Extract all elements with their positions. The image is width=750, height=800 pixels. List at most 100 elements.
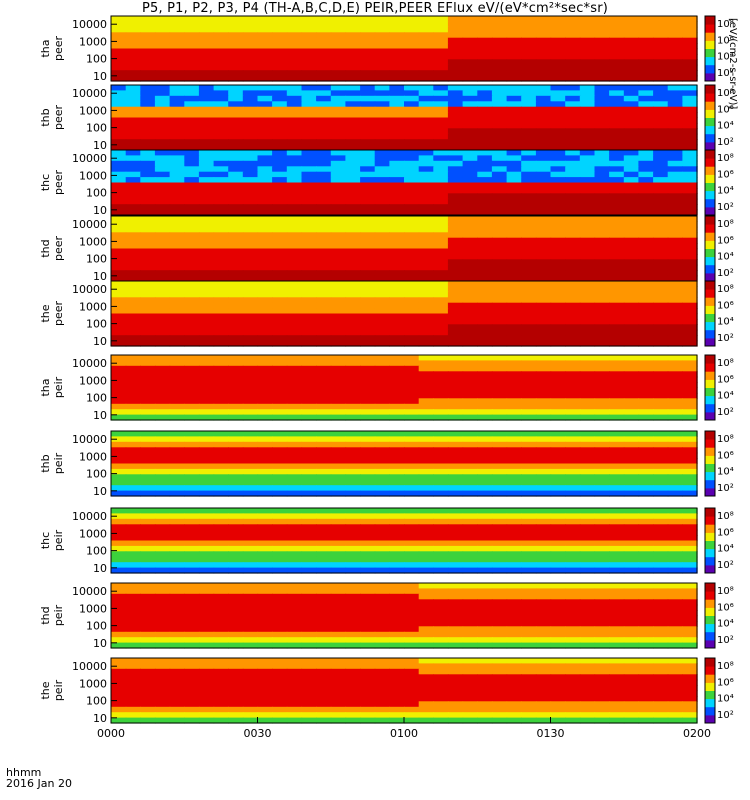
heatmap-cell [609,216,625,222]
heatmap-cell [125,198,141,205]
heatmap-cell [653,583,669,589]
heatmap-cell [667,551,683,558]
heatmap-cell [345,340,361,347]
heatmap-cell [154,313,171,320]
heatmap-cell [154,685,171,692]
heatmap-cell [242,695,259,702]
heatmap-cell [198,281,215,287]
heatmap-cell [316,414,332,421]
heatmap-cell [272,248,288,255]
heatmap-cell [184,583,200,589]
heatmap-cell [667,329,683,336]
heatmap-cell [301,524,317,531]
heatmap-cell [154,529,171,536]
heatmap-cell [125,414,141,421]
heatmap-cell [521,604,537,611]
heatmap-cell [594,567,610,574]
heatmap-cell [565,150,581,156]
heatmap-cell [535,663,552,670]
heatmap-cell [418,313,434,320]
heatmap-cell [213,441,229,448]
heatmap-cell [213,583,229,589]
heatmap-cell [360,221,376,228]
heatmap-cell [374,209,390,216]
heatmap-cell [506,329,522,336]
heatmap-cell [433,620,449,627]
heatmap-cell [609,441,625,448]
heatmap-cell [491,144,508,151]
heatmap-cell [389,48,405,55]
heatmap-cell [154,95,171,102]
heatmap-cell [594,112,610,119]
heatmap-cell [213,513,229,520]
heatmap-cell [213,128,229,135]
heatmap-cell [316,139,332,146]
heatmap-cell [433,365,449,372]
heatmap-cell [198,583,215,589]
heatmap-cell [286,16,303,22]
heatmap-cell [272,101,288,108]
heatmap-cell [330,193,347,200]
heatmap-cell [301,382,317,389]
heatmap-cell [184,513,200,520]
heatmap-cell [374,436,390,443]
heatmap-cell [330,133,347,140]
heatmap-cell [360,291,376,298]
heatmap-cell [462,64,478,71]
heatmap-cell [169,166,185,173]
heatmap-cell [682,436,698,443]
heatmap-cell [360,679,376,686]
heatmap-cell [374,583,390,589]
heatmap-cell [579,32,596,39]
heatmap-cell [506,160,522,167]
heatmap-cell [506,237,522,244]
heatmap-cell [418,139,434,146]
heatmap-cell [169,658,185,664]
heatmap-cell [506,712,522,719]
heatmap-cell [198,133,215,140]
heatmap-cell [330,392,347,399]
colorbar-swatch [705,329,715,339]
heatmap-cell [169,524,185,531]
heatmap-cell [565,376,581,383]
heatmap-cell [360,599,376,606]
heatmap-cell [169,182,185,189]
heatmap-cell [272,604,288,611]
heatmap-cell [462,243,478,250]
heatmap-cell [272,387,288,394]
heatmap-cell [682,144,698,151]
heatmap-cell [257,101,273,108]
heatmap-cell [198,620,215,627]
heatmap-cell [330,204,347,211]
heatmap-cell [565,171,581,178]
heatmap-cell [184,365,200,372]
heatmap-cell [579,593,596,600]
heatmap-cell [125,112,141,119]
heatmap-cell [301,409,317,416]
heatmap-cell [653,513,669,520]
heatmap-cell [272,535,288,542]
heatmap-cell [125,259,141,266]
heatmap-cell [345,16,361,22]
heatmap-cell [360,112,376,119]
heatmap-cell [638,588,654,595]
heatmap-cell [623,468,640,475]
heatmap-cell [667,291,683,298]
heatmap-cell [609,540,625,547]
heatmap-cell [579,695,596,702]
heatmap-cell [594,403,610,410]
heatmap-cell [111,382,127,389]
heatmap-cell [272,382,288,389]
heatmap-cell [653,259,669,266]
heatmap-cell [653,518,669,525]
heatmap-cell [682,668,698,675]
heatmap-cell [345,297,361,304]
heatmap-cell [521,226,537,233]
heatmap-cell [111,106,127,113]
heatmap-cell [360,403,376,410]
heatmap-cell [286,75,303,82]
heatmap-cell [242,182,259,189]
heatmap-cell [345,695,361,702]
heatmap-cell [623,85,640,91]
